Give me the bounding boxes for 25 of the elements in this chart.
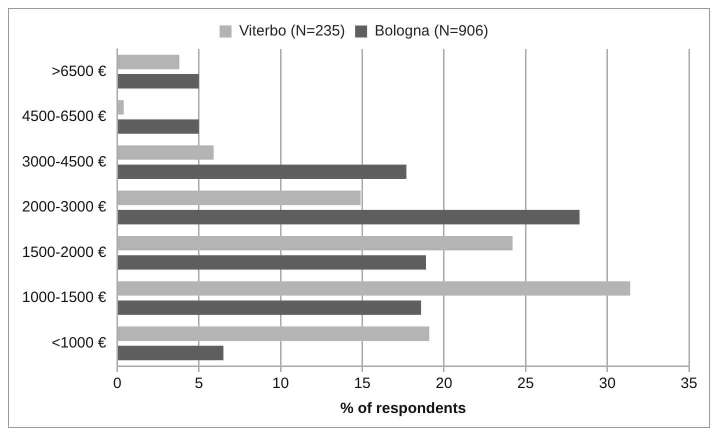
bar	[118, 210, 580, 224]
x-tick-label: 0	[113, 375, 122, 392]
x-tick-label: 20	[436, 375, 452, 392]
x-axis-title: % of respondents	[340, 400, 466, 418]
x-tick-label: 25	[517, 375, 534, 392]
x-tick-label: 5	[194, 375, 204, 392]
y-tick-label: >6500 €	[52, 62, 107, 80]
y-tick-label: 3000-4500 €	[22, 153, 107, 170]
x-tick-label: 35	[680, 375, 698, 392]
y-tick-label: 1500-2000 €	[22, 244, 107, 261]
x-tick-label: 15	[354, 375, 371, 392]
y-tick-label: 2000-3000 €	[22, 198, 107, 216]
bar	[118, 119, 199, 134]
bar	[118, 255, 426, 270]
x-tick-label: 10	[272, 375, 289, 392]
y-tick-label: 1000-1500 €	[22, 289, 107, 306]
y-tick-label: 4500-6500 €	[22, 108, 107, 126]
legend-label: Bologna (N=906)	[374, 22, 488, 40]
bar	[118, 164, 406, 180]
legend-label: Viterbo (N=235)	[239, 22, 346, 40]
bar	[118, 74, 199, 88]
bar	[118, 346, 224, 360]
y-tick-label: <1000 €	[52, 334, 107, 352]
x-tick-label: 30	[598, 375, 616, 392]
bar	[118, 300, 422, 315]
